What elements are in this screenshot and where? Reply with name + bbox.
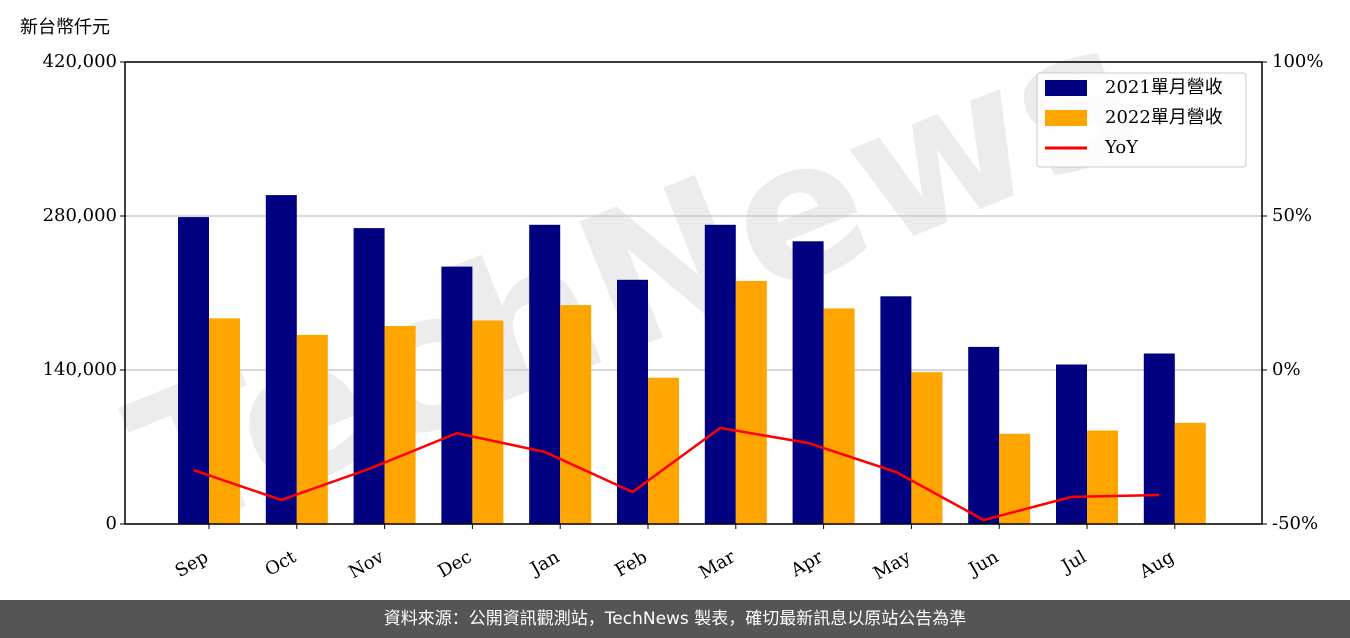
- legend-swatch: [1045, 80, 1087, 96]
- legend-label: 2022單月營收: [1105, 107, 1223, 128]
- y-tick-label: 140,000: [43, 359, 117, 380]
- bar: [1174, 422, 1206, 524]
- bar: [648, 377, 679, 524]
- bar: [792, 241, 824, 525]
- y2-tick-label: -50%: [1272, 513, 1318, 534]
- bar: [560, 305, 592, 524]
- marks: [178, 195, 1206, 525]
- bar: [353, 228, 385, 524]
- y-tick-label: 280,000: [43, 205, 117, 226]
- x-tick-label: Oct: [262, 546, 301, 581]
- y2-tick-label: 0%: [1272, 359, 1301, 380]
- bar: [1143, 353, 1175, 524]
- bar: [704, 224, 736, 525]
- x-tick-label: Nov: [345, 546, 388, 583]
- bar: [178, 217, 209, 524]
- bar: [265, 195, 297, 524]
- bar: [209, 318, 240, 524]
- bar: [296, 334, 328, 524]
- y2-tick-label: 50%: [1272, 205, 1312, 226]
- legend-swatch: [1045, 110, 1087, 126]
- bar: [1087, 430, 1118, 524]
- x-tick-label: Feb: [611, 546, 651, 581]
- x-tick-label: Jan: [525, 546, 563, 580]
- bar: [441, 266, 473, 524]
- x-tick-label: Dec: [434, 546, 475, 582]
- bar: [911, 372, 943, 524]
- bar: [529, 224, 561, 525]
- bar: [735, 280, 767, 524]
- bar: [384, 326, 416, 524]
- bar: [880, 296, 912, 524]
- x-tick-label: Mar: [696, 546, 740, 583]
- legend: 2021單月營收 2022單月營收 YoY: [1036, 72, 1247, 168]
- legend-label: YoY: [1104, 137, 1139, 158]
- y-tick-label: 420,000: [43, 51, 117, 72]
- plot-frame: [124, 61, 1263, 525]
- x-tick-label: Jul: [1056, 546, 1090, 578]
- x-tick-label: May: [870, 546, 915, 584]
- bar: [472, 320, 504, 524]
- x-tick-label: Jun: [964, 546, 1003, 581]
- y-axis-label: 新台幣仟元: [20, 17, 110, 38]
- bar: [968, 346, 1000, 524]
- legend-box: [1036, 72, 1247, 168]
- x-tick-label: Apr: [787, 546, 827, 581]
- x-tick-label: Aug: [1135, 546, 1178, 583]
- bar: [823, 308, 855, 524]
- yoy-line: [193, 426, 1160, 522]
- y-tick-label: 0: [106, 513, 117, 534]
- y2-tick-label: 100%: [1272, 51, 1323, 72]
- bar: [999, 433, 1031, 524]
- footer: 資料來源：公開資訊觀測站，TechNews 製表，確切最新訊息以原站公告為準: [0, 600, 1350, 638]
- legend-label: 2021單月營收: [1105, 77, 1223, 98]
